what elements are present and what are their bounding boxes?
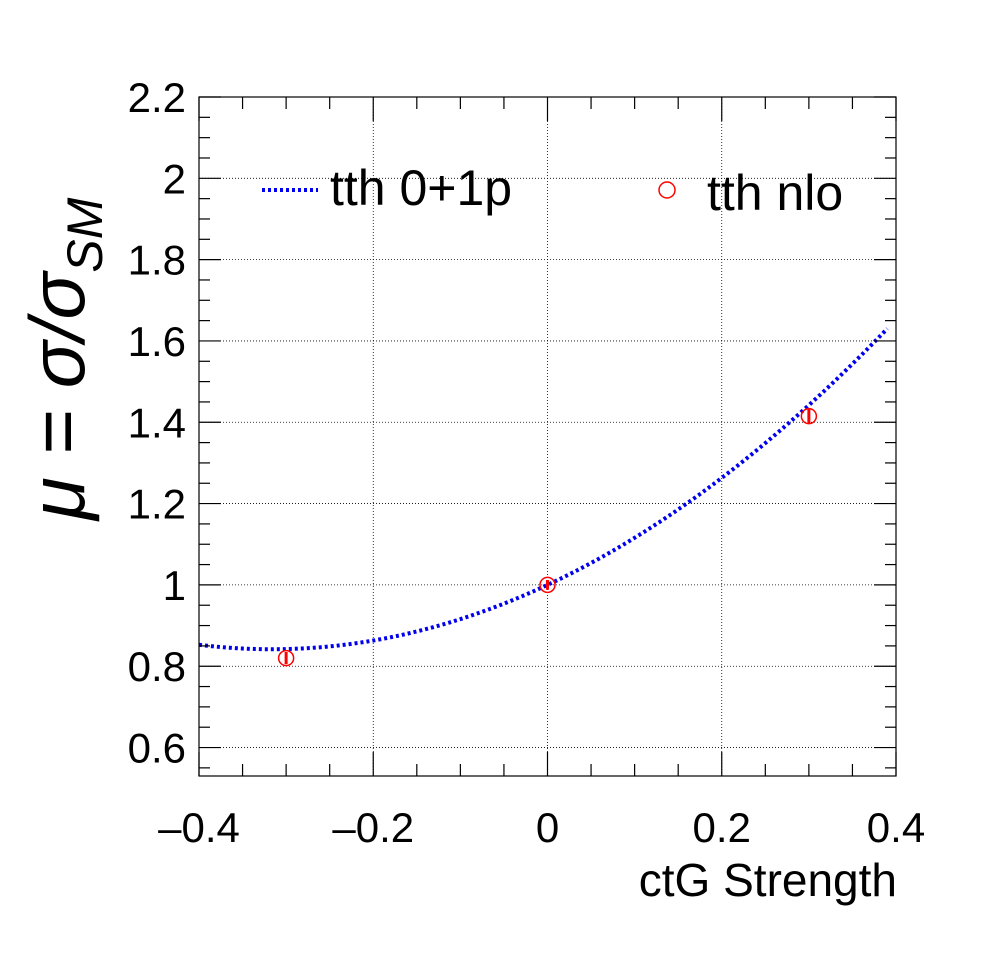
- series-tth-0p1p-line: [198, 327, 889, 652]
- grid-layer: [199, 97, 896, 776]
- x-tick-label-1: –0.2: [332, 804, 414, 851]
- legend-label-tth-0p1p: tth 0+1p: [330, 160, 512, 216]
- tick-label-layer: –0.4 –0.2 0 0.2 0.4 0.6 0.8 1 1.2 1.4 1.6 1.8 2 2.2: [128, 74, 926, 851]
- tth-nlo-point-0: [277, 649, 295, 667]
- y-axis-title: μ = σ/σSM: [13, 197, 113, 522]
- axes-layer: [198, 96, 897, 777]
- series-layer: [198, 327, 889, 667]
- x-tick-label-3: 0.2: [693, 804, 751, 851]
- x-axis-title: ctG Strength: [639, 854, 897, 906]
- y-axis-title-main: μ = σ/σ: [13, 270, 101, 522]
- y-tick-label-5: 1.6: [128, 318, 186, 365]
- y-tick-label-1: 0.8: [128, 643, 186, 690]
- x-tick-label-2: 0: [536, 804, 559, 851]
- y-tick-label-4: 1.4: [128, 399, 186, 446]
- y-tick-label-7: 2: [163, 155, 186, 202]
- x-tick-label-4: 0.4: [867, 804, 925, 851]
- legend-label-tth-nlo: tth nlo: [707, 165, 843, 221]
- legend: tth 0+1p tth nlo: [262, 160, 843, 221]
- y-tick-label-6: 1.8: [128, 237, 186, 284]
- tth-nlo-point-1: [539, 576, 556, 594]
- tth-nlo-point-2: [800, 407, 818, 425]
- y-axis-title-subscript: SM: [57, 197, 113, 272]
- y-tick-label-0: 0.6: [128, 725, 186, 772]
- x-tick-label-0: –0.4: [158, 804, 240, 851]
- y-tick-label-8: 2.2: [128, 74, 186, 121]
- y-tick-label-3: 1.2: [128, 481, 186, 528]
- y-tick-label-2: 1: [163, 562, 186, 609]
- legend-marker-sample: [658, 181, 676, 199]
